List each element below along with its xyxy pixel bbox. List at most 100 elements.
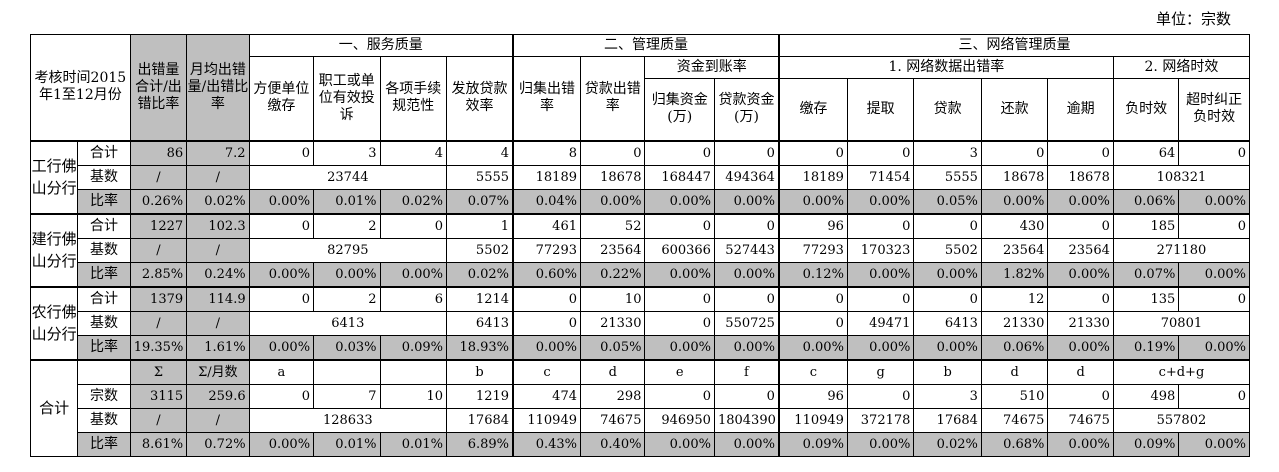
value-cell: 12	[980, 285, 1049, 312]
base-cell: 494364	[713, 164, 780, 190]
formula-cell: d	[980, 358, 1049, 385]
value-cell: 64	[1112, 139, 1180, 166]
value-cell: 0.00%	[980, 188, 1049, 214]
value-cell: 3	[913, 139, 982, 166]
value-cell: 0	[713, 139, 780, 166]
value-cell: 1219	[446, 383, 514, 409]
col-header: 各项手续规范性	[379, 56, 448, 141]
total-cell: 86	[129, 139, 188, 166]
table-row: 基数 //82795 5502 77293 23564 600366 527443 77293…	[31, 237, 1251, 263]
monthly-cell: /	[186, 164, 250, 190]
value-cell: 2	[313, 285, 381, 312]
base-cell: 18678	[579, 164, 646, 190]
col-header: 发放贷款效率	[446, 56, 514, 141]
net-timeliness-header: 2. 网络时效	[1112, 56, 1251, 79]
col-header: 还款	[980, 78, 1049, 141]
value-cell: 0	[1178, 212, 1250, 239]
value-cell: 0	[913, 212, 982, 239]
value-cell: 0.00%	[644, 431, 715, 457]
value-cell: 0.00%	[1047, 261, 1114, 287]
value-cell: 0.03%	[313, 334, 381, 360]
section1-header: 一、服务质量	[248, 34, 514, 57]
table-row: 工行佛山分行 合计 86 7.2 0 3 4 4 8 0 0 0 0 0 3 0 0 64 0	[29, 139, 1250, 214]
monthly-cell: 0.02%	[186, 188, 250, 214]
total-cell: 3115	[129, 383, 188, 409]
value-cell: 0.02%	[379, 188, 448, 214]
monthly-cell: 0.72%	[186, 431, 250, 457]
value-cell: 0.40%	[579, 431, 646, 457]
value-cell: 0.68%	[980, 431, 1049, 457]
base-net-cell: 271180	[1112, 237, 1251, 263]
value-cell: 0.01%	[313, 431, 381, 457]
value-cell: 0.00%	[846, 188, 915, 214]
base-net-cell: 108321	[1112, 164, 1251, 190]
value-cell: 0.09%	[379, 334, 448, 360]
base-net-cell: 557802	[1112, 407, 1251, 433]
table-row: 宗数 3115 259.6 0 7 10 1219 474 298 0 0 96 0 3 510 0 498 0	[31, 383, 1250, 409]
row-label: 基数	[77, 310, 131, 336]
monthly-cell: 259.6	[186, 383, 250, 409]
table-row: 比率 8.61% 0.72% 0.00% 0.01% 0.01% 6.89% 0.43% 0.4…	[31, 431, 1250, 457]
value-cell: 0	[248, 212, 315, 239]
value-cell: 0.00%	[846, 431, 915, 457]
value-cell: 0.09%	[1112, 431, 1180, 457]
value-cell: 0	[1178, 285, 1250, 312]
base-cell: 18189	[512, 164, 582, 190]
value-cell: 0	[980, 139, 1049, 166]
value-cell: 0	[777, 139, 848, 166]
base-cell: 5555	[913, 164, 982, 190]
value-cell: 0	[379, 212, 448, 239]
value-cell: 1.82%	[980, 261, 1049, 287]
value-cell: 0	[1047, 212, 1114, 239]
value-cell: 0.04%	[512, 188, 582, 214]
formula-cell: Σ	[129, 358, 188, 385]
col-header: 提取	[846, 78, 915, 141]
total-cell: 0.26%	[129, 188, 188, 214]
value-cell: 0.00%	[1178, 334, 1250, 360]
value-cell: 0	[1047, 383, 1114, 409]
total-cell: /	[129, 237, 188, 263]
value-cell: 96	[777, 212, 848, 239]
value-cell: 0.19%	[1112, 334, 1180, 360]
table-row: 基数 //128633 17684 110949 74675 946950 1804390 1…	[31, 407, 1251, 433]
value-cell: 4	[379, 139, 448, 166]
value-cell: 0.00%	[913, 334, 982, 360]
value-cell: 0.00%	[913, 261, 982, 287]
value-cell: 0	[512, 285, 582, 312]
total-cell: 8.61%	[129, 431, 188, 457]
value-cell: 461	[512, 212, 582, 239]
value-cell: 0.00%	[579, 188, 646, 214]
base-cell: 0	[644, 310, 715, 336]
value-cell: 0.00%	[1178, 261, 1250, 287]
value-cell: 0.00%	[644, 188, 715, 214]
base-cell: 21330	[980, 310, 1049, 336]
base-cell: 18189	[777, 164, 848, 190]
base-cell: 21330	[1047, 310, 1114, 336]
row-label: 比率	[77, 431, 131, 457]
base-cell: 110949	[512, 407, 582, 433]
value-cell: 0.43%	[512, 431, 582, 457]
value-cell: 2	[313, 212, 381, 239]
value-cell: 0	[846, 383, 915, 409]
total-cell: /	[129, 407, 188, 433]
value-cell: 0.02%	[446, 261, 514, 287]
row-label: 基数	[77, 164, 131, 190]
base-cell: 74675	[579, 407, 646, 433]
base-cell: 0	[512, 310, 582, 336]
monthly-cell: 7.2	[186, 139, 250, 166]
base-net-cell: 70801	[1112, 310, 1251, 336]
value-cell: 0.00%	[846, 261, 915, 287]
value-cell: 0.06%	[1112, 188, 1180, 214]
value-cell: 498	[1112, 383, 1180, 409]
monthly-cell: /	[186, 310, 250, 336]
value-cell: 3	[913, 383, 982, 409]
row-label: 比率	[77, 188, 131, 214]
total-cell: 2.85%	[129, 261, 188, 287]
value-cell: 6.89%	[446, 431, 514, 457]
value-cell: 298	[579, 383, 646, 409]
value-cell: 0.00%	[1047, 188, 1114, 214]
value-cell: 0	[1178, 383, 1250, 409]
formula-cell: a	[248, 358, 315, 385]
formula-cell: c+d+g	[1112, 358, 1251, 385]
bank-name: 建行佛山分行	[29, 212, 79, 287]
